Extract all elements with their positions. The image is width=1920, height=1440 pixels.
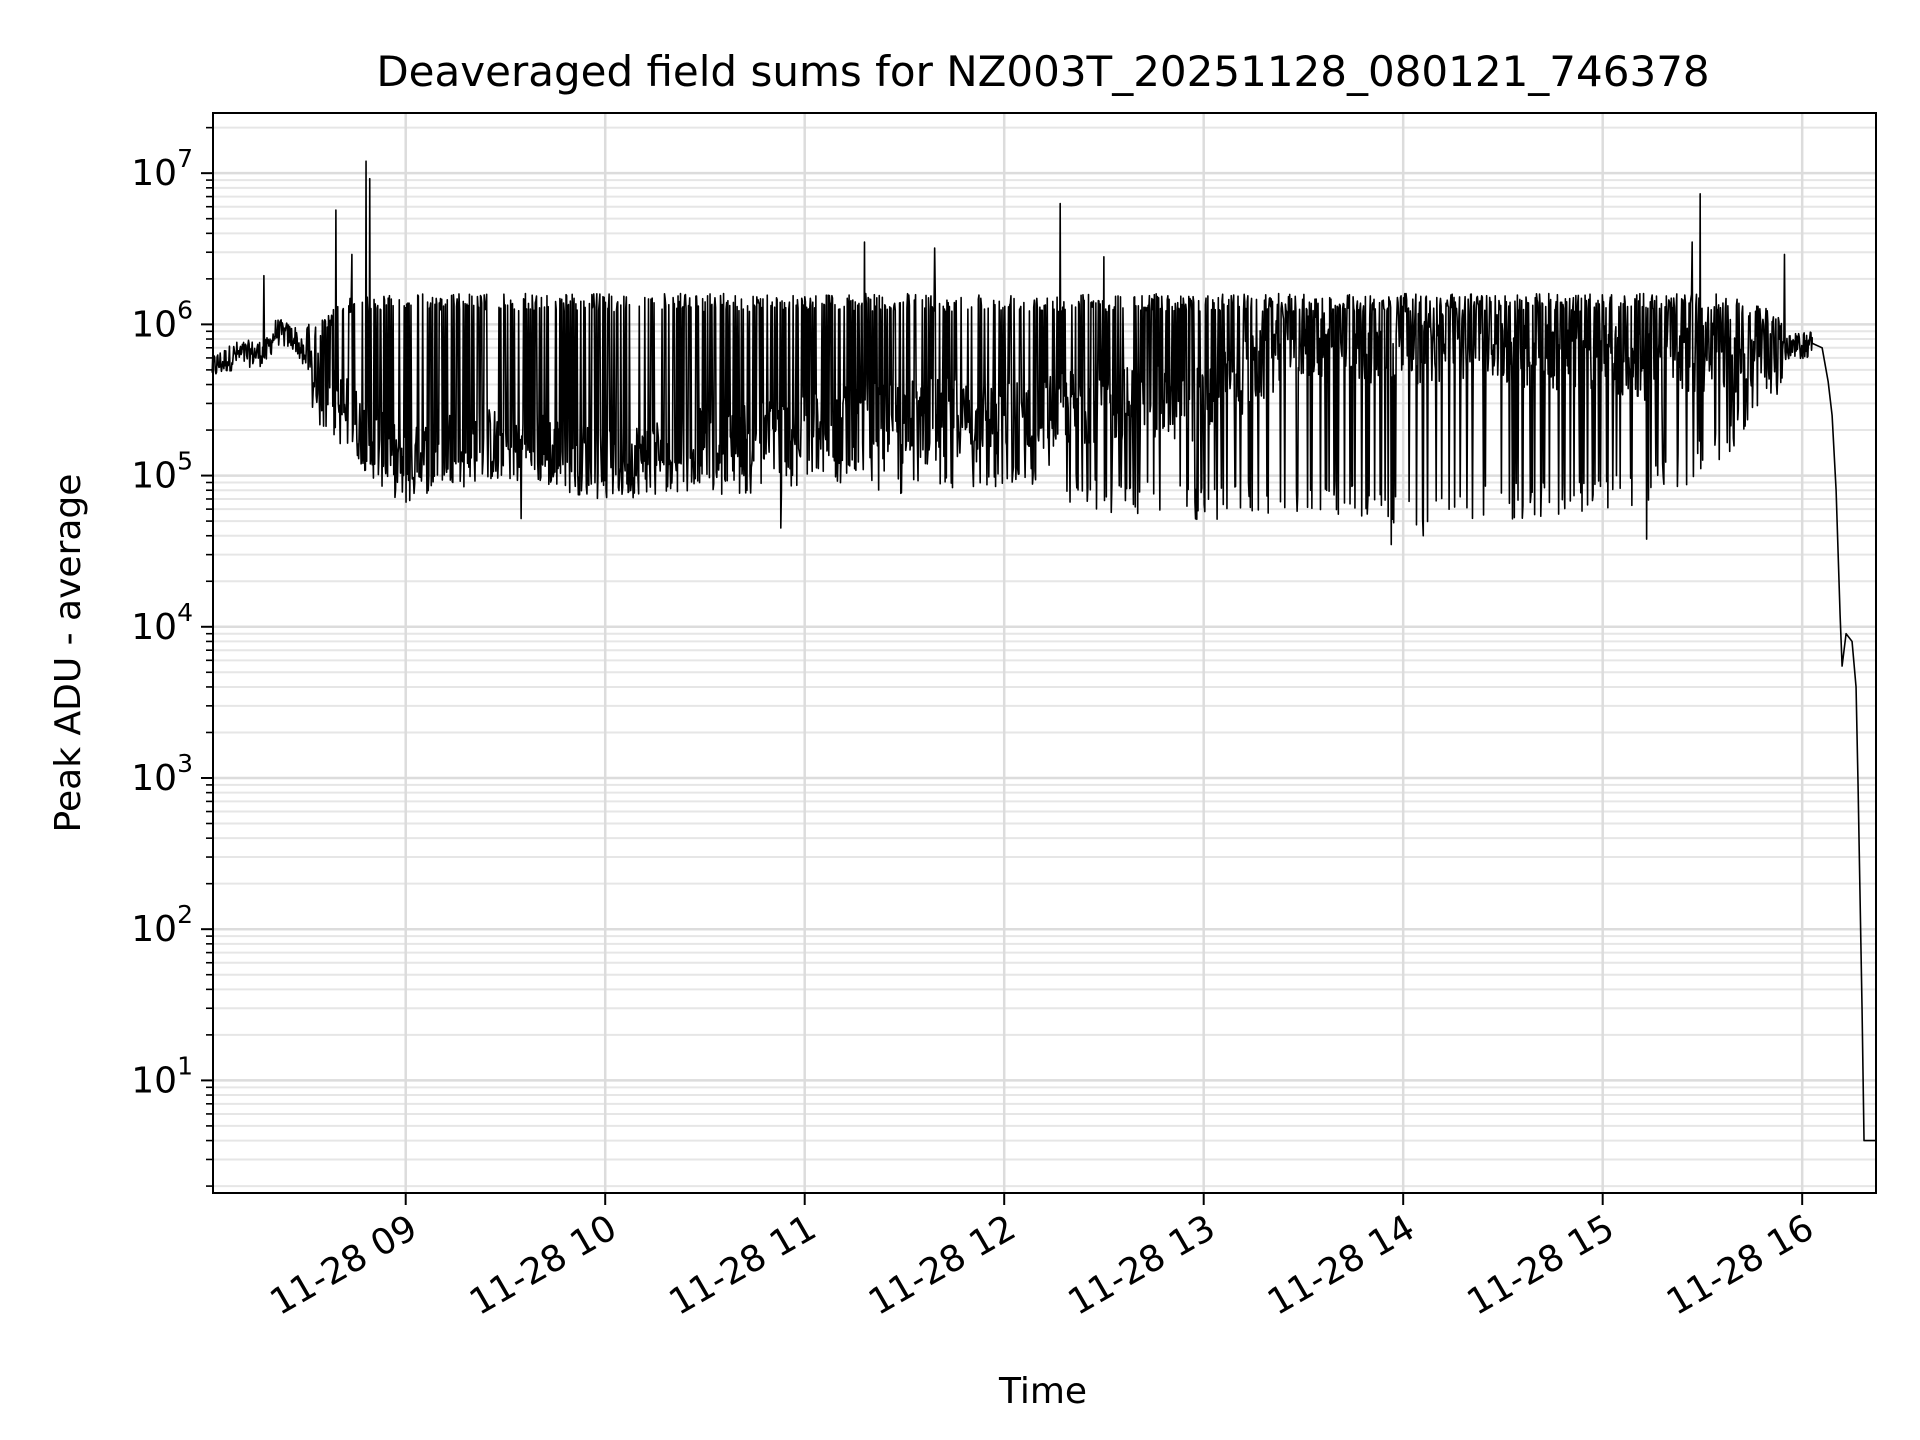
x-axis-label: Time bbox=[998, 1371, 1087, 1412]
y-tick-label: 102 bbox=[131, 900, 193, 950]
series-line-peak-adu bbox=[211, 160, 1876, 1142]
chart-title: Deaveraged field sums for NZ003T_2025112… bbox=[376, 47, 1709, 96]
y-axis-label: Peak ADU - average bbox=[48, 474, 89, 833]
series-group bbox=[211, 160, 1876, 1142]
plot-frame bbox=[212, 112, 1877, 1194]
y-tick-label: 106 bbox=[131, 295, 193, 345]
y-tick-label: 104 bbox=[131, 598, 193, 648]
y-axis: 101 102 103 104 105 106 107 bbox=[131, 126, 213, 1187]
y-tick-label: 103 bbox=[131, 749, 193, 799]
y-tick-label: 105 bbox=[131, 447, 193, 497]
y-tick-label: 107 bbox=[131, 144, 193, 194]
y-tick-label: 101 bbox=[131, 1051, 193, 1101]
